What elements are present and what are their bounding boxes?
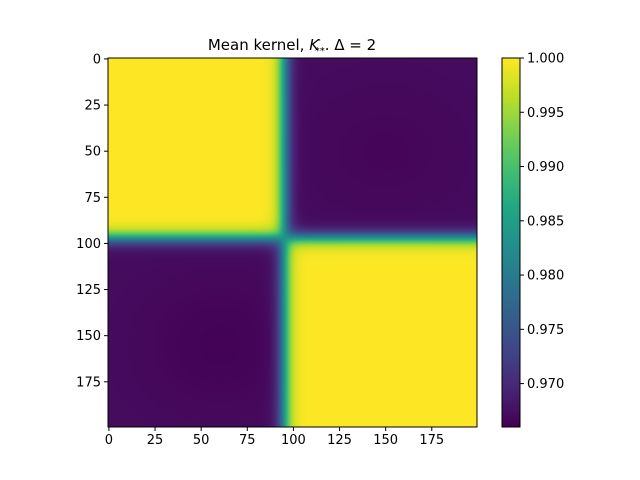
chart-title-subscript: ** xyxy=(315,46,325,57)
y-tick-label: 150 xyxy=(76,329,101,344)
x-tick-label: 150 xyxy=(373,433,398,448)
colorbar-tick-label: 0.985 xyxy=(527,214,564,229)
colorbar-tick-label: 0.970 xyxy=(527,377,564,392)
x-tick-label: 75 xyxy=(239,433,256,448)
colorbar-tick-label: 0.990 xyxy=(527,160,564,175)
y-tick-label: 0 xyxy=(93,52,101,67)
y-tick-label: 25 xyxy=(84,99,101,114)
heatmap-image xyxy=(108,58,477,427)
chart-title: Mean kernel, K-**. Δ = 2 xyxy=(208,35,376,57)
x-tick-label: 50 xyxy=(193,433,210,448)
colorbar-tick-label: 1.000 xyxy=(527,52,564,67)
chart-title-symbol: K xyxy=(309,36,320,54)
colorbar-tick-label: 0.980 xyxy=(527,269,564,284)
y-axis: 0 25 50 75 100 125 150 175 xyxy=(76,52,108,390)
x-tick-label: 25 xyxy=(147,433,164,448)
colorbar-frame xyxy=(501,57,521,428)
x-tick-label: 0 xyxy=(105,433,113,448)
colorbar-gradient xyxy=(502,58,520,427)
x-tick-label: 100 xyxy=(281,433,306,448)
chart-title-suffix: . Δ = 2 xyxy=(325,36,376,54)
x-tick-label: 125 xyxy=(327,433,352,448)
y-tick-label: 100 xyxy=(76,237,101,252)
x-tick-label: 175 xyxy=(419,433,444,448)
chart-title-prefix: Mean kernel, xyxy=(208,36,309,54)
y-tick-label: 75 xyxy=(84,191,101,206)
colorbar-axis: 0.970 0.975 0.980 0.985 0.990 0.995 1.000 xyxy=(520,52,564,392)
chart-title-superscript: - xyxy=(317,35,321,46)
x-axis: 0 25 50 75 100 125 150 175 xyxy=(105,427,444,448)
y-tick-label: 125 xyxy=(76,283,101,298)
y-tick-label: 50 xyxy=(84,145,101,160)
plot-frame xyxy=(107,57,478,428)
colorbar-tick-label: 0.995 xyxy=(527,106,564,121)
y-tick-label: 175 xyxy=(76,375,101,390)
colorbar-tick-label: 0.975 xyxy=(527,323,564,338)
